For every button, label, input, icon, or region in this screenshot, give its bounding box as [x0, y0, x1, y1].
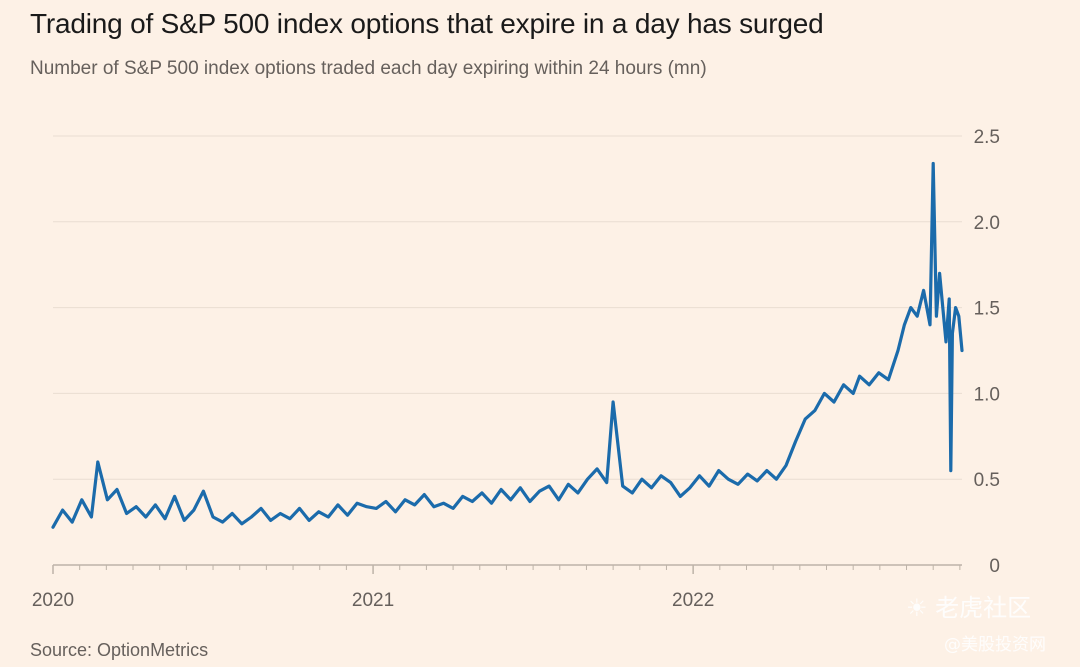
watermark-brand: ☀ 老虎社区 [906, 594, 1032, 622]
y-tick-label: 2.5 [974, 127, 1000, 148]
x-axis: 2020 2021 2022 [32, 564, 962, 611]
series-group [51, 161, 964, 529]
x-tick-label: 2021 [352, 590, 394, 611]
chart-subtitle: Number of S&P 500 index options traded e… [30, 58, 707, 79]
y-tick-label: 0.5 [974, 470, 1000, 491]
y-tick-label: 1.0 [974, 384, 1000, 405]
series-line [51, 161, 964, 529]
chart-title: Trading of S&P 500 index options that ex… [30, 8, 824, 39]
y-tick-label: 0 [989, 556, 1000, 577]
y-tick-label: 1.5 [974, 299, 1000, 320]
gridlines [53, 135, 962, 480]
x-tick-label: 2022 [672, 590, 714, 611]
y-axis: 0 0.5 1.0 1.5 2.0 2.5 [974, 127, 1000, 577]
y-tick-label: 2.0 [974, 213, 1000, 234]
x-tick-label: 2020 [32, 590, 74, 611]
source-note: Source: OptionMetrics [30, 640, 209, 660]
watermark-handle: @美股投资网 [944, 635, 1046, 655]
